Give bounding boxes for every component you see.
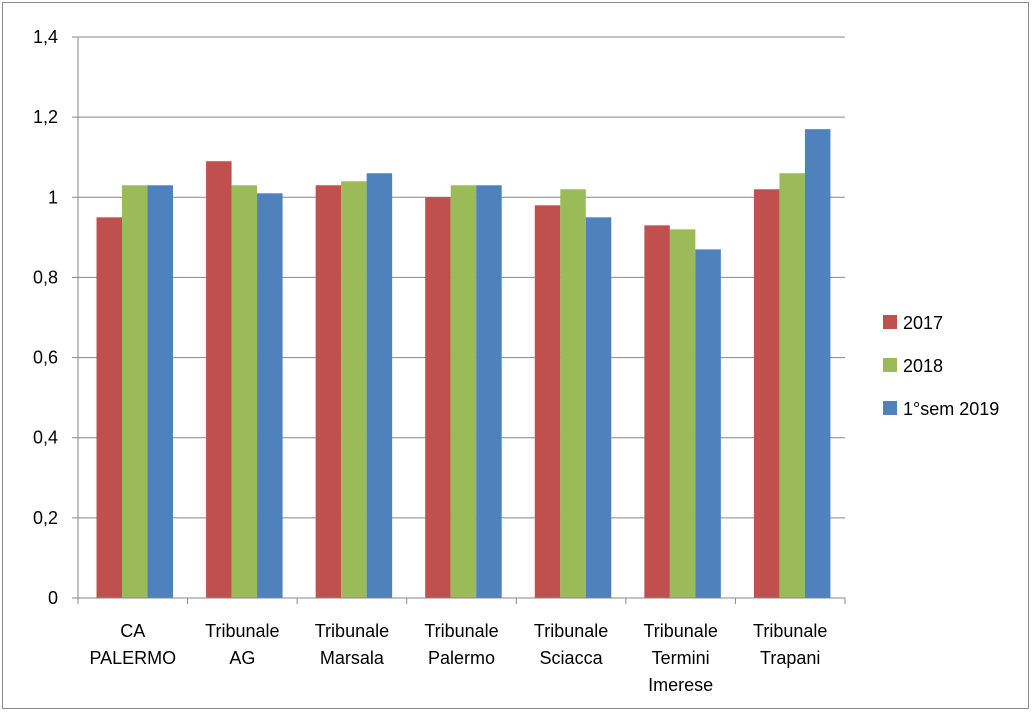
x-category-label: Sciacca [540,648,604,668]
x-category-label: Imerese [648,675,713,695]
x-category-label: Trapani [760,648,820,668]
bar-2017-0 [96,217,122,599]
bar-2018-3 [450,185,477,598]
bar-2018-1 [231,185,258,598]
x-category-label: Palermo [428,648,495,668]
legend-label: 2017 [903,313,943,333]
y-tick-label: 0 [48,588,58,608]
x-category-label: Tribunale [534,621,608,641]
bar-1-sem-2019-1 [257,193,283,598]
bar-2018-0 [122,185,148,598]
bar-2017-3 [425,197,451,599]
bar-1-sem-2019-2 [366,173,393,598]
x-category-label: Termini [652,648,710,668]
bar-2017-4 [534,205,561,599]
axes [72,36,846,604]
y-tick-label: 1 [48,187,58,207]
bar-2017-6 [753,189,780,598]
bar-1-sem-2019-5 [695,249,721,598]
x-category-label: PALERMO [89,648,176,668]
y-tick-label: 1,2 [33,107,58,127]
bar-1-sem-2019-4 [585,217,612,599]
bar-2017-5 [644,225,670,599]
x-category-label: Tribunale [753,621,827,641]
x-category-label: Tribunale [315,621,389,641]
bar-1-sem-2019-0 [147,185,173,598]
y-tick-label: 0,8 [33,267,58,287]
x-category-label: AG [229,648,255,668]
x-category-label: Marsala [320,648,385,668]
x-category-label: Tribunale [205,621,279,641]
x-category-label: Tribunale [424,621,498,641]
y-tick-label: 0,6 [33,348,58,368]
y-tick-labels: 0 0,2 0,4 0,6 0,8 1 1,2 1,4 [33,27,58,608]
x-category-label: CA [120,621,145,641]
legend-swatch [883,315,897,329]
y-tick-label: 0,2 [33,508,58,528]
bar-2017-2 [315,185,342,598]
x-category-label: Tribunale [643,621,717,641]
bar-1-sem-2019-6 [804,129,831,598]
legend-label: 2018 [903,356,943,376]
bar-2018-5 [669,229,696,599]
y-tick-label: 1,4 [33,27,58,47]
bar-2018-4 [560,189,586,598]
y-tick-label: 0,4 [33,428,58,448]
bar-1-sem-2019-3 [476,185,502,598]
legend-swatch [883,358,897,372]
bar-2018-2 [341,181,367,598]
bar-2018-6 [779,173,805,598]
legend: 2017 2018 1°sem 2019 [883,313,999,419]
bar-2017-1 [206,161,232,598]
bars [96,129,831,599]
legend-label: 1°sem 2019 [903,399,999,419]
legend-swatch [883,401,897,415]
x-category-labels: CA PALERMO Tribunale AG Tribunale Marsala Trib… [89,621,827,695]
